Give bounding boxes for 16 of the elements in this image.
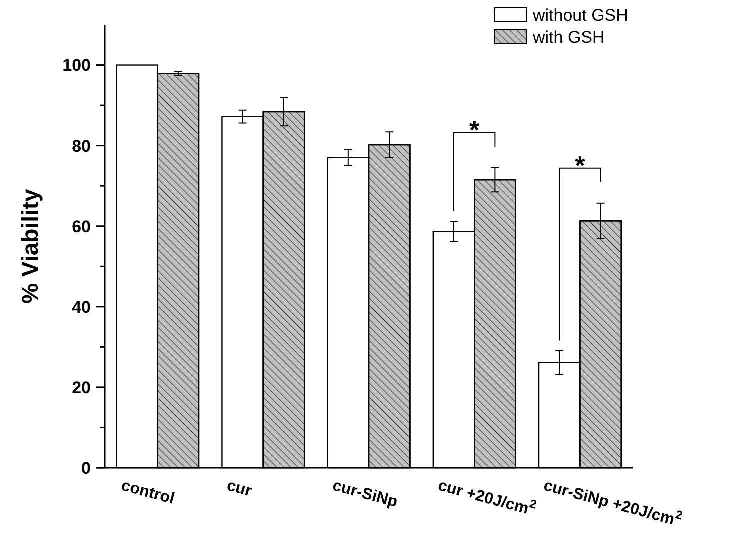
y-tick-label: 100 (62, 56, 91, 76)
x-tick-label: cur-SiNp +20J/cm$^{2}$ (542, 477, 685, 529)
legend-label: without GSH (532, 6, 628, 25)
y-axis-title: % Viability (17, 188, 43, 304)
y-tick-label: 80 (72, 136, 91, 156)
y-tick-label: 20 (72, 378, 91, 398)
x-tick-label: cur (225, 477, 254, 500)
legend-label: with GSH (532, 28, 605, 47)
annotation: * (575, 150, 586, 181)
y-tick-label: 40 (72, 298, 91, 317)
x-tick-label: cur +20J/cm$^{2}$ (436, 477, 539, 518)
x-tick-label: cur-SiNp (330, 477, 400, 512)
y-tick-label: 60 (72, 217, 91, 236)
y-tick-label: 0 (82, 458, 91, 478)
annotation: * (470, 115, 481, 146)
x-tick-label: control (120, 477, 176, 508)
